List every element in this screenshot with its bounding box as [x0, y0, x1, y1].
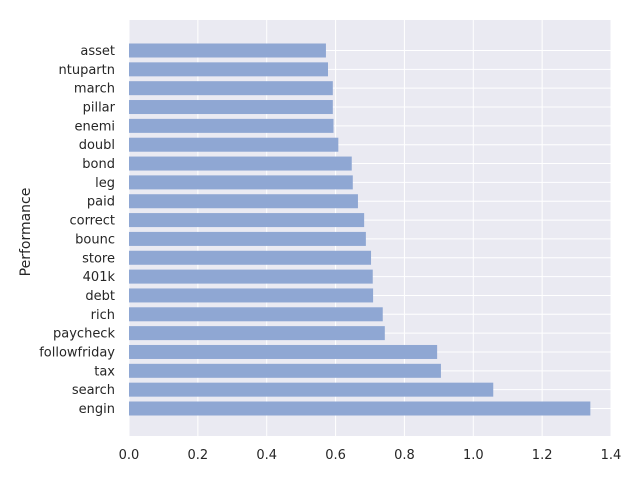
bar-bond: [129, 156, 352, 171]
x-tick-label: 1.0: [463, 448, 484, 463]
y-tick-label: ntupartn: [59, 63, 115, 78]
x-tick-label: 1.2: [532, 448, 553, 463]
x-tick-label: 0.6: [325, 448, 346, 463]
y-tick-label: pillar: [83, 101, 116, 116]
y-tick-label: doubl: [79, 138, 115, 153]
y-tick-label: followfriday: [39, 345, 115, 360]
bar-asset: [129, 43, 326, 58]
y-tick-label: 401k: [83, 270, 116, 285]
bar-march: [129, 81, 333, 96]
y-tick-label: paid: [87, 195, 115, 210]
bar-engin: [129, 401, 591, 416]
x-tick-label: 1.4: [601, 448, 622, 463]
y-tick-label: store: [82, 251, 115, 266]
bar-enemi: [129, 118, 334, 133]
bar-rich: [129, 307, 383, 322]
x-tick-labels: 0.0 0.2 0.4 0.6 0.8 1.0 1.2 1.4: [119, 448, 622, 463]
bar-store: [129, 250, 372, 265]
bar-debt: [129, 288, 374, 303]
y-tick-label: paycheck: [53, 327, 115, 342]
x-tick-label: 0.0: [119, 448, 140, 463]
bar-followfriday: [129, 344, 438, 359]
bar-pillar: [129, 100, 333, 115]
x-tick-label: 0.8: [394, 448, 415, 463]
y-axis-label: Performance: [18, 188, 34, 277]
y-tick-label: bond: [82, 157, 115, 172]
bar-bounc: [129, 231, 366, 246]
bar-search: [129, 382, 494, 397]
bar-paycheck: [129, 326, 385, 341]
y-tick-label: bounc: [75, 232, 115, 247]
bar-paid: [129, 194, 358, 209]
y-tick-label: enemi: [74, 119, 115, 134]
y-tick-label: engin: [79, 402, 115, 417]
x-tick-label: 0.4: [256, 448, 277, 463]
bar-ntupartn: [129, 62, 328, 77]
bar-correct: [129, 213, 365, 228]
y-tick-labels: asset ntupartn march pillar enemi doubl bond le…: [39, 44, 115, 417]
y-tick-label: asset: [80, 44, 115, 59]
y-tick-label: correct: [69, 214, 115, 229]
bar-tax: [129, 363, 441, 378]
y-tick-label: tax: [94, 364, 115, 379]
y-tick-label: leg: [95, 176, 115, 191]
y-tick-label: debt: [85, 289, 115, 304]
bar-leg: [129, 175, 353, 190]
bars: [129, 43, 591, 416]
bar-doubl: [129, 137, 339, 152]
y-tick-label: march: [74, 82, 115, 97]
bar-401k: [129, 269, 373, 284]
x-tick-label: 0.2: [188, 448, 209, 463]
y-tick-label: rich: [91, 308, 115, 323]
y-tick-label: search: [72, 383, 115, 398]
